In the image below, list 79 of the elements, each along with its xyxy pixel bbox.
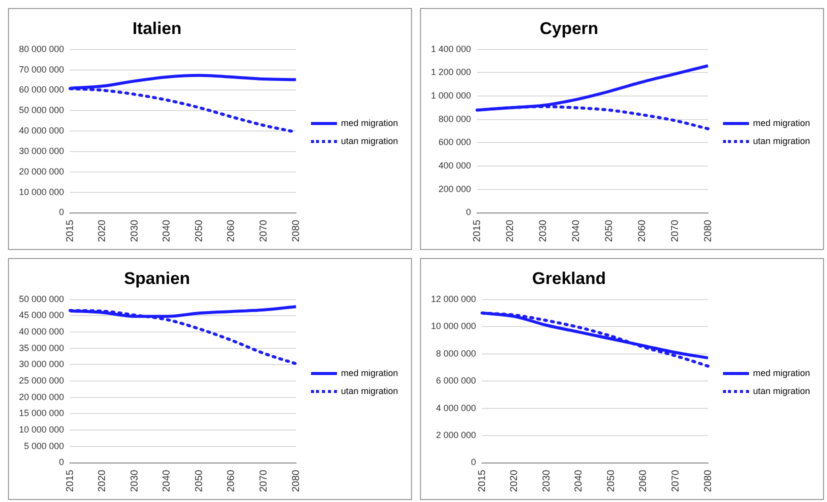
y-tick-label: 25 000 000 [18,376,64,386]
y-tick-label: 0 [59,457,64,468]
y-tick-label: 60 000 000 [18,84,64,95]
y-tick-label: 1 200 000 [430,67,472,78]
y-tick-label: 30 000 000 [18,359,64,370]
x-tick-label: 2015 [64,469,76,492]
y-tick-label: 30 000 000 [18,146,64,156]
y-tick-label: 70 000 000 [18,64,64,74]
x-tick-label: 2030 [541,469,552,492]
y-tick-label: 12 000 000 [430,294,476,304]
x-tick-label: 2040 [162,469,173,492]
x-tick-label: 2070 [258,219,270,242]
x-tick-label: 2050 [194,469,205,492]
y-tick-label: 40 000 000 [18,326,64,337]
legend-label: med migration [753,368,810,378]
y-tick-label: 45 000 000 [18,310,64,320]
chart-title: Italien [132,18,182,38]
x-tick-label: 2070 [670,219,681,242]
chart-title: Cypern [540,18,598,38]
y-tick-label: 0 [471,457,476,468]
y-tick-label: 4 000 000 [436,402,476,413]
y-tick-label: 40 000 000 [18,126,64,136]
x-tick-label: 2030 [129,469,140,492]
x-tick-label: 2015 [472,219,483,242]
legend-label: med migration [753,118,810,128]
x-tick-label: 2070 [670,469,682,492]
y-tick-label: 20 000 000 [18,166,64,176]
y-tick-label: 2 000 000 [436,430,476,440]
y-tick-label: 10 000 000 [18,186,64,197]
y-tick-label: 600 000 [438,137,472,148]
x-tick-label: 2020 [509,469,520,492]
x-tick-label: 2040 [570,219,582,242]
y-tick-label: 20 000 000 [18,392,64,402]
x-tick-label: 2040 [162,219,173,242]
x-tick-label: 2015 [64,219,76,242]
x-tick-label: 2060 [226,469,238,492]
y-tick-label: 15 000 000 [18,408,64,418]
x-tick-label: 2060 [636,219,648,242]
x-tick-label: 2020 [504,219,516,242]
x-tick-label: 2060 [638,469,650,492]
legend-label: utan migration [753,386,810,396]
y-tick-label: 6 000 000 [436,376,476,386]
y-tick-label: 400 000 [438,160,472,171]
y-tick-label: 200 000 [438,184,472,194]
x-tick-label: 2030 [129,219,140,242]
x-tick-label: 2015 [476,469,488,492]
legend-label: utan migration [753,136,810,146]
x-tick-label: 2080 [290,469,302,492]
x-tick-label: 2020 [97,469,108,492]
x-tick-label: 2050 [604,219,615,242]
x-tick-label: 2020 [97,219,108,242]
chart-title: Spanien [124,268,190,288]
y-tick-label: 10 000 000 [18,424,64,435]
y-tick-label: 5 000 000 [24,440,64,451]
legend-label: utan migration [341,136,398,146]
x-tick-label: 2070 [258,469,270,492]
x-tick-label: 2060 [226,219,238,242]
legend-label: med migration [341,118,398,128]
y-tick-label: 80 000 000 [18,44,64,54]
x-tick-label: 2040 [574,469,585,492]
y-tick-label: 35 000 000 [18,342,64,353]
y-tick-label: 1 400 000 [430,44,472,54]
x-tick-label: 2080 [702,219,714,242]
y-tick-label: 50 000 000 [18,294,64,304]
y-tick-label: 8 000 000 [436,348,476,358]
x-tick-label: 2080 [702,469,714,492]
y-tick-label: 1 000 000 [430,90,472,101]
x-tick-label: 2050 [194,219,205,242]
y-tick-label: 50 000 000 [18,105,64,116]
x-tick-label: 2050 [606,469,617,492]
x-tick-label: 2030 [538,219,549,242]
y-tick-label: 0 [466,207,472,218]
chart-title: Grekland [532,268,606,288]
x-tick-label: 2080 [290,219,302,242]
y-tick-label: 10 000 000 [430,321,476,332]
y-tick-label: 800 000 [438,114,472,124]
y-tick-label: 0 [59,207,64,218]
legend-label: utan migration [341,386,398,396]
legend-label: med migration [341,368,398,378]
